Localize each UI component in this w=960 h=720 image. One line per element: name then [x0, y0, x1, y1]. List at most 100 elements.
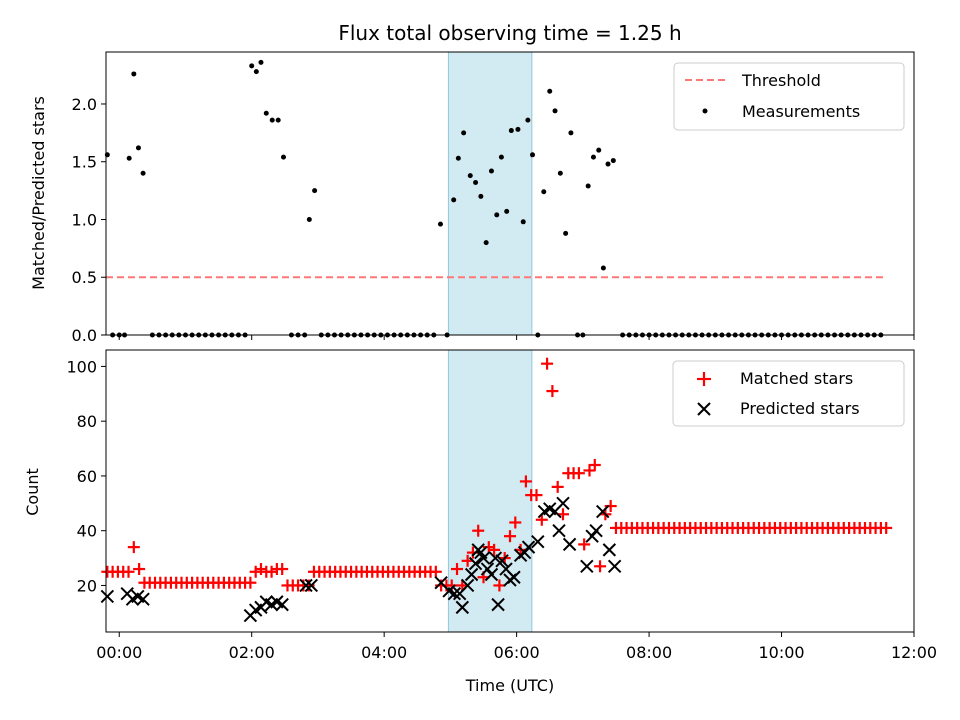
predicted-star-point	[304, 578, 319, 593]
measurement-point	[280, 154, 286, 160]
measurement-point	[131, 71, 137, 77]
legend-matched-label: Matched stars	[740, 369, 853, 388]
predicted-star-point	[589, 523, 603, 538]
measurement-point	[249, 63, 255, 69]
measurement-point	[605, 161, 611, 167]
predicted-star-point	[602, 543, 617, 557]
measurement-point	[140, 170, 146, 176]
measurement-point	[451, 197, 457, 203]
predicted-star-point	[531, 534, 545, 549]
measurement-point	[498, 154, 504, 160]
bottom-shaded-span	[447, 349, 533, 633]
y-tick-label: 2.0	[72, 95, 97, 114]
matched-star-point	[493, 579, 506, 592]
predicted-star-point	[468, 556, 483, 571]
legend-threshold-label: Threshold	[741, 71, 821, 90]
measurement-point	[600, 265, 606, 271]
predicted-star-point	[480, 562, 495, 576]
measurement-point	[610, 158, 616, 164]
top-x-ticks	[118, 335, 915, 340]
top-shaded-span	[447, 51, 533, 336]
legend-measurements-swatch	[702, 108, 708, 114]
predicted-star-point	[100, 589, 115, 604]
y-tick-label: 1.5	[72, 153, 97, 172]
legend-matched-swatch	[697, 372, 711, 386]
measurement-point	[530, 152, 536, 158]
measurement-point	[557, 170, 563, 176]
matched-star-point	[530, 489, 543, 502]
top-measurement-points	[104, 59, 884, 338]
measurement-point	[483, 240, 489, 246]
matched-star-point	[509, 516, 522, 529]
top-axes: 0.0 0.5 1.0 1.5 2.0 Flux total observing tim…	[29, 21, 915, 345]
bottom-axes: 20 40 60 80 100 00:00 02:00 04:00 06:00 08:00 10:…	[23, 349, 937, 695]
matched-star-point	[276, 563, 289, 576]
matched-star-point	[504, 530, 516, 543]
x-tick-label: 12:00	[891, 643, 937, 662]
matched-star-point	[541, 357, 554, 370]
measurement-point	[488, 168, 494, 174]
matched-star-point	[519, 475, 532, 488]
matched-star-point	[254, 563, 267, 576]
measurement-point	[258, 59, 264, 65]
predicted-star-point	[464, 567, 479, 582]
top-y-ticks: 0.0 0.5 1.0 1.5 2.0	[72, 95, 106, 345]
y-tick-label: 0.0	[72, 326, 97, 345]
bottom-x-ticks: 00:00 02:00 04:00 06:00 08:00 10:00 12:00	[96, 632, 937, 662]
matched-star-point	[583, 464, 596, 477]
top-y-axis-label: Matched/Predicted stars	[29, 96, 48, 290]
measurement-point	[461, 130, 467, 136]
y-tick-label: 80	[77, 412, 97, 431]
bottom-y-axis-label: Count	[23, 468, 42, 516]
matched-star-point	[265, 565, 278, 578]
measurement-point	[253, 69, 259, 75]
x-axis-label: Time (UTC)	[465, 676, 554, 695]
measurement-point	[515, 126, 521, 132]
matched-star-point	[429, 565, 442, 578]
measurement-point	[568, 130, 574, 136]
measurement-point	[508, 128, 514, 134]
matched-star-point	[127, 541, 140, 554]
predicted-star-point	[136, 592, 150, 606]
matched-star-point	[535, 513, 548, 526]
measurement-point	[467, 173, 473, 179]
top-legend: Threshold Measurements	[673, 62, 905, 131]
measurement-point	[596, 147, 602, 153]
measurement-point	[306, 216, 312, 222]
y-tick-label: 0.5	[72, 268, 97, 287]
predicted-star-point	[517, 545, 532, 560]
predicted-star-point	[491, 597, 505, 612]
predicted-star-point	[552, 523, 566, 538]
matched-star-point	[482, 541, 495, 554]
measurement-point	[563, 230, 569, 236]
predicted-star-point	[596, 504, 610, 519]
measurement-point	[269, 117, 275, 123]
matched-star-point	[472, 524, 485, 537]
x-tick-label: 08:00	[626, 643, 672, 662]
matched-star-point	[133, 563, 146, 576]
matched-star-point	[588, 458, 601, 471]
matched-star-point	[488, 543, 501, 556]
y-tick-label: 1.0	[72, 210, 97, 229]
legend-measurements-label: Measurements	[742, 102, 860, 121]
chart-title: Flux total observing time = 1.25 h	[338, 21, 681, 45]
bottom-axes-frame	[105, 349, 915, 633]
predicted-star-point	[495, 554, 509, 568]
measurement-point	[437, 221, 443, 227]
matched-star-point	[578, 538, 591, 551]
matched-star-point	[249, 565, 262, 578]
predicted-star-point	[585, 529, 599, 543]
measurement-point	[478, 193, 484, 199]
matched-star-point	[551, 480, 564, 493]
predicted-star-point	[556, 496, 570, 511]
predicted-star-point	[507, 570, 521, 584]
y-tick-label: 40	[77, 522, 97, 541]
predicted-star-point	[562, 537, 577, 552]
matched-star-point	[122, 565, 135, 578]
matched-star-point	[604, 500, 617, 513]
predicted-star-point	[299, 578, 313, 593]
matched-star-point	[594, 560, 607, 573]
predicted-star-point	[580, 559, 594, 573]
bottom-y-ticks: 20 40 60 80 100	[66, 357, 106, 595]
measurement-point	[552, 108, 558, 114]
